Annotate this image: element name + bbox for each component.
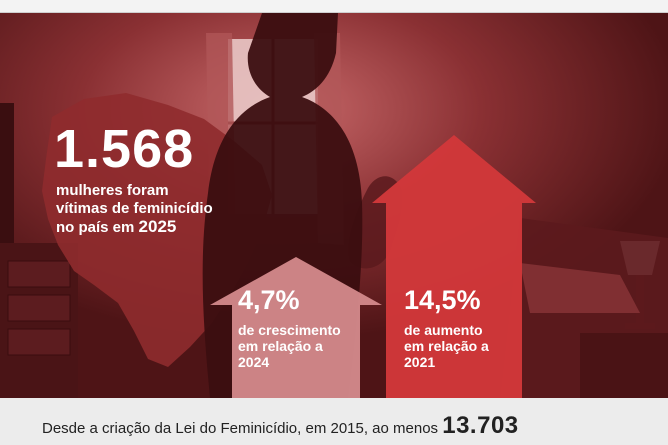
headline-description: mulheres foram vítimas de feminicídio no…: [56, 182, 256, 237]
stat-growth-line-1: de crescimento: [238, 322, 341, 338]
headline-line-1: mulheres foram: [56, 182, 169, 199]
stat-growth: 4,7% de crescimento em relação a 2024: [238, 285, 368, 371]
bed: [500, 218, 668, 398]
stat-increase-percent: 14,5%: [404, 285, 481, 315]
headline-line-3-prefix: no país em: [56, 219, 139, 236]
headline-year: 2025: [138, 217, 177, 236]
headline-line-2: vítimas de feminicídio: [56, 200, 213, 217]
stat-increase: 14,5% de aumento em relação a 2021: [404, 285, 524, 371]
stat-growth-line-2: em relação a: [238, 338, 323, 354]
headline-number: 1.568: [54, 119, 195, 179]
stat-increase-line-3: 2021: [404, 354, 436, 370]
stat-growth-percent: 4,7%: [238, 285, 300, 315]
footer-text: Desde a criação da Lei do Feminicídio, e…: [42, 420, 439, 437]
background-illustration: [0, 13, 668, 398]
dresser: [0, 103, 78, 398]
stat-growth-description: de crescimento em relação a 2024: [238, 322, 368, 370]
arrow-right: [372, 135, 536, 398]
stat-increase-line-2: em relação a: [404, 338, 489, 354]
headline-line-3: no país em 2025: [56, 218, 256, 237]
footer-caption: Desde a criação da Lei do Feminicídio, e…: [42, 412, 519, 440]
arrow-left: [210, 257, 382, 398]
stat-increase-line-1: de aumento: [404, 322, 483, 338]
stat-increase-description: de aumento em relação a 2021: [404, 322, 524, 370]
footer-number: 13.703: [442, 412, 519, 439]
stat-growth-line-3: 2024: [238, 354, 270, 370]
footer-band: [0, 398, 668, 445]
top-bar: [0, 0, 668, 13]
